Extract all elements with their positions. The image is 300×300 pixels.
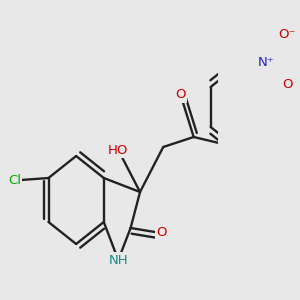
Text: NH: NH	[109, 254, 128, 266]
Text: HO: HO	[108, 143, 128, 157]
Text: O: O	[176, 88, 186, 101]
Text: O: O	[156, 226, 166, 239]
Text: O: O	[283, 77, 293, 91]
Text: N⁺: N⁺	[258, 56, 274, 68]
Text: O⁻: O⁻	[278, 28, 295, 40]
Text: Cl: Cl	[8, 173, 21, 187]
